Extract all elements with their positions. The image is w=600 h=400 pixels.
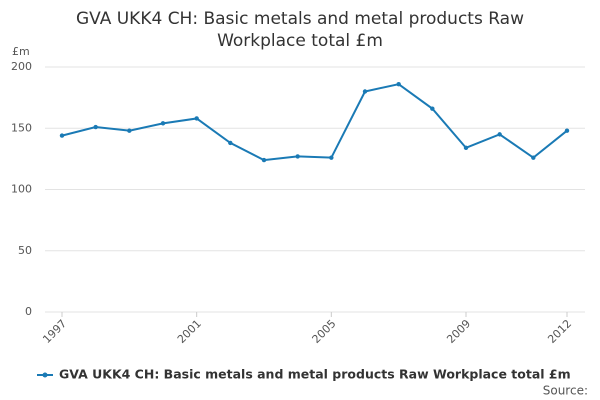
legend-swatch-dot	[42, 372, 48, 378]
y-tick-label: 0	[25, 305, 32, 318]
line	[61, 83, 568, 162]
y-axis-label: £m	[12, 45, 30, 58]
point	[295, 154, 300, 159]
y-tick-label: 200	[11, 60, 32, 73]
point	[396, 81, 401, 87]
point	[59, 133, 65, 138]
legend-label: GVA UKK4 CH: Basic metals and metal prod…	[59, 367, 571, 382]
point	[463, 145, 469, 151]
point	[564, 128, 570, 133]
y-tick-label: 150	[11, 121, 32, 134]
source: Source:	[543, 384, 588, 398]
x-tick-label: 2001	[175, 317, 204, 346]
x-tick-label: 2005	[310, 317, 339, 346]
point	[329, 155, 334, 160]
y-tick-label: 50	[18, 244, 32, 257]
point	[228, 140, 233, 146]
point	[160, 121, 166, 126]
x-tick-label: 2012	[545, 317, 574, 346]
point	[362, 89, 368, 94]
x-tick-label: 2009	[444, 317, 473, 346]
point	[127, 128, 132, 133]
chart-title: GVA UKK4 CH: Basic metals and metal prod…	[75, 9, 524, 51]
point	[261, 157, 267, 163]
point	[430, 106, 435, 111]
point	[93, 124, 98, 130]
x-tick-label: 1997	[40, 317, 69, 346]
y-tick-label: 100	[11, 183, 32, 196]
point	[531, 155, 536, 160]
point	[194, 116, 199, 121]
point	[497, 132, 502, 137]
